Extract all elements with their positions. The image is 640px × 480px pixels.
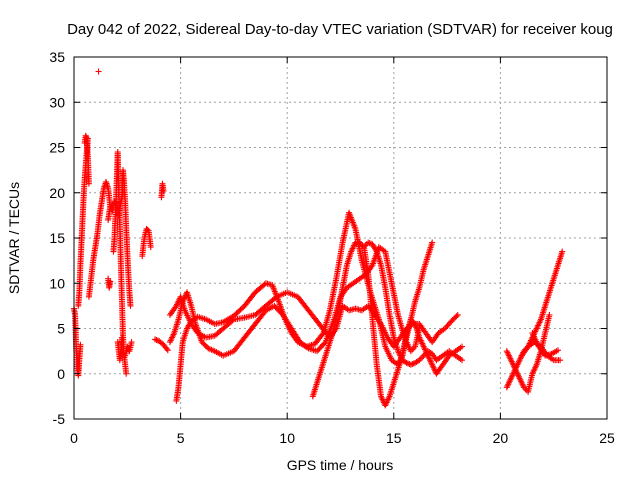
y-tick-label: -5: [53, 411, 66, 427]
data-point: [118, 334, 125, 341]
data-point: [365, 239, 372, 246]
y-tick-label: 25: [49, 140, 65, 156]
data-point: [407, 361, 414, 368]
data-point: [128, 339, 135, 346]
data-point: [304, 344, 311, 351]
data-point: [107, 278, 114, 285]
y-tick-label: 15: [49, 230, 65, 246]
x-tick-label: 5: [177, 430, 185, 446]
data-point: [163, 345, 170, 352]
data-point: [319, 331, 326, 338]
data-point: [153, 336, 160, 343]
grid-layer: [74, 57, 607, 419]
x-tick-label: 0: [70, 430, 78, 446]
data-point: [85, 180, 92, 187]
y-tick-label: 10: [49, 275, 65, 291]
data-point: [453, 313, 460, 320]
data-point: [272, 294, 279, 301]
data-point: [429, 239, 436, 246]
data-point: [366, 240, 373, 247]
x-tick-label: 15: [386, 430, 402, 446]
data-point: [443, 324, 450, 331]
data-point: [444, 322, 451, 329]
data-point: [77, 341, 84, 348]
data-point: [419, 354, 426, 361]
data-point: [559, 248, 566, 255]
x-tick-label: 25: [599, 430, 615, 446]
data-point: [405, 360, 412, 367]
data-point: [372, 247, 379, 254]
x-axis-label: GPS time / hours: [287, 457, 394, 473]
data-point: [95, 68, 102, 75]
data-point: [147, 244, 154, 251]
data-point: [445, 321, 452, 328]
x-tick-label: 10: [279, 430, 295, 446]
data-point: [152, 336, 159, 343]
y-tick-label: 30: [49, 94, 65, 110]
y-tick-label: 20: [49, 185, 65, 201]
y-tick-label: 35: [49, 49, 65, 65]
data-point: [123, 370, 130, 377]
data-point: [403, 359, 410, 366]
data-point: [127, 302, 134, 309]
data-point: [144, 226, 151, 233]
data-point: [229, 317, 236, 324]
data-point: [557, 357, 564, 364]
data-point: [459, 343, 466, 350]
y-tick-label: 5: [57, 321, 65, 337]
data-points-layer: [71, 68, 566, 409]
data-point: [459, 357, 466, 364]
x-tick-label: 20: [493, 430, 509, 446]
y-axis-label: SDTVAR / TECUs: [6, 182, 22, 294]
data-point: [160, 187, 167, 194]
y-tick-label: 0: [57, 366, 65, 382]
data-point: [441, 325, 448, 332]
data-point: [546, 311, 553, 318]
data-point: [447, 319, 454, 326]
chart-title: Day 042 of 2022, Sidereal Day-to-day VTE…: [67, 21, 613, 38]
data-point: [454, 311, 461, 318]
data-point: [164, 347, 171, 354]
data-point: [554, 347, 561, 354]
data-point: [409, 361, 416, 368]
